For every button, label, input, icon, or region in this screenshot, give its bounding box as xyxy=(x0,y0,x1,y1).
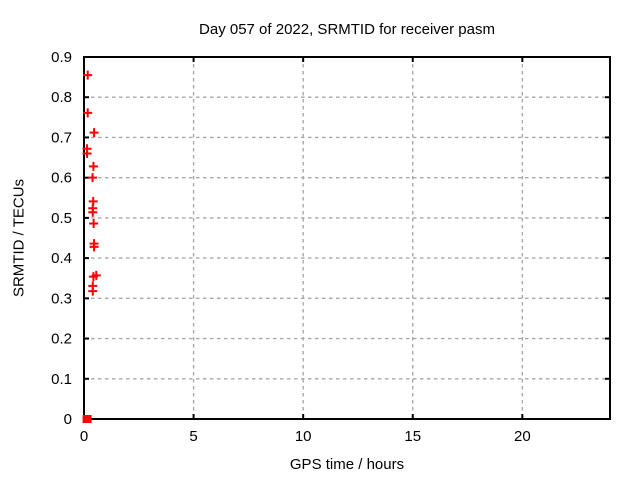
y-tick-label: 0.6 xyxy=(51,170,72,187)
data-point-plus xyxy=(82,149,92,159)
data-point-plus xyxy=(83,108,93,118)
y-tick-label: 0.8 xyxy=(51,89,72,106)
x-tick-label: 5 xyxy=(189,428,197,445)
y-tick-label: 0 xyxy=(64,411,72,428)
data-point-plus xyxy=(89,242,99,252)
data-point-plus xyxy=(89,128,99,138)
y-tick-label: 0.2 xyxy=(51,331,72,348)
plot-border xyxy=(83,56,611,420)
data-point-plus xyxy=(88,161,98,171)
y-tick-label: 0.4 xyxy=(51,250,72,267)
chart-title: Day 057 of 2022, SRMTID for receiver pas… xyxy=(199,21,495,38)
data-point-plus xyxy=(88,207,98,217)
data-point-plus xyxy=(88,173,98,183)
x-tick-label: 20 xyxy=(514,428,531,445)
data-point-square xyxy=(82,415,92,423)
x-tick-label: 0 xyxy=(80,428,88,445)
y-tick-label: 0.7 xyxy=(51,129,72,146)
y-tick-label: 0.5 xyxy=(51,210,72,227)
y-tick-label: 0.9 xyxy=(51,49,72,66)
data-point-plus xyxy=(88,286,98,296)
data-point-plus xyxy=(83,70,93,80)
y-tick-label: 0.3 xyxy=(51,290,72,307)
data-point-plus xyxy=(89,219,99,229)
data-point-plus xyxy=(91,270,101,280)
x-tick-label: 10 xyxy=(295,428,312,445)
x-tick-label: 15 xyxy=(404,428,421,445)
x-axis-label: GPS time / hours xyxy=(289,456,405,473)
y-tick-label: 0.1 xyxy=(51,371,72,388)
